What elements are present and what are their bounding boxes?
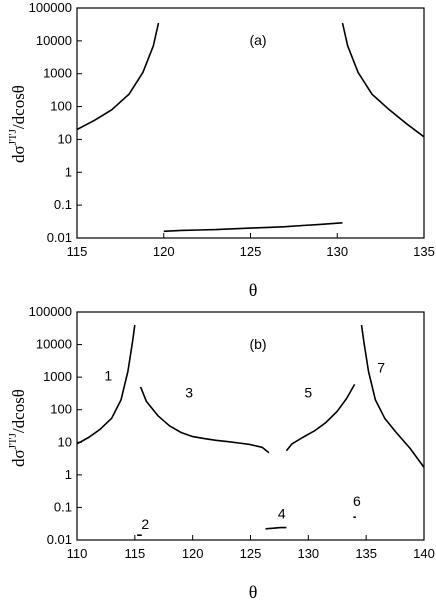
- y-tick-label: 100000: [29, 0, 72, 15]
- x-tick-label: 135: [413, 244, 435, 259]
- series-label-7: 7: [377, 359, 385, 375]
- series-line-1: [76, 22, 160, 131]
- series-label-2: 2: [141, 516, 149, 532]
- series-line-3: [139, 386, 270, 454]
- y-tick-label: 1000: [43, 369, 72, 384]
- x-tick-label: 130: [297, 546, 319, 561]
- x-tick-label: 120: [182, 546, 204, 561]
- y-tick-label: 100: [50, 99, 72, 114]
- series-label-3: 3: [185, 384, 193, 400]
- x-tick-label: 130: [326, 244, 348, 259]
- panel-a-label: (a): [249, 32, 266, 48]
- panel-a-xlabel: θ: [249, 280, 258, 300]
- y-tick-label: 10000: [36, 33, 72, 48]
- panel-a: (a) 100000 10000 1000 100 10 1 0.1 0.01 115 120 1…: [7, 0, 435, 300]
- y-tick-label: 1: [65, 467, 72, 482]
- y-tick-label: 100000: [29, 304, 72, 319]
- x-tick-label: 115: [67, 244, 88, 259]
- x-tick-label: 115: [124, 546, 145, 561]
- x-tick-label: 125: [240, 244, 262, 259]
- panel-b: (b) 100000 10000 1000 100 10 1 0.1 0.01 110 115 1…: [7, 304, 435, 602]
- x-tick-label: 120: [153, 244, 175, 259]
- y-tick-label: 1000: [43, 66, 72, 81]
- y-tick-label: 100: [50, 402, 72, 417]
- x-tick-label: 110: [67, 546, 88, 561]
- svg-text:dσJ'I'J/dcosθ: dσJ'I'J/dcosθ: [7, 389, 28, 467]
- y-tick-label: 1: [65, 164, 72, 179]
- panel-a-ylabel: dσJ'I'J/dcosθ: [7, 85, 28, 163]
- x-tick-label: 125: [240, 546, 262, 561]
- series-line-2: [341, 22, 425, 138]
- y-tick-label: 0.1: [54, 499, 72, 514]
- y-tick-label: 10000: [36, 337, 72, 352]
- series-label-5: 5: [304, 384, 312, 400]
- series-label-1: 1: [104, 367, 112, 383]
- series-line-3: [163, 222, 343, 233]
- series-label-6: 6: [353, 493, 361, 509]
- panel-b-ylabel: dσJ'I'J/dcosθ: [7, 389, 28, 467]
- y-tick-label: 0.01: [47, 532, 72, 547]
- y-tick-label: 0.1: [54, 197, 72, 212]
- series-line-4: [265, 526, 287, 530]
- series-line-1: [76, 324, 136, 445]
- series-label-4: 4: [278, 506, 286, 522]
- x-tick-label: 135: [355, 546, 377, 561]
- y-tick-label: 0.01: [47, 230, 72, 245]
- series-line-7: [360, 324, 425, 468]
- x-tick-label: 140: [413, 546, 435, 561]
- svg-text:dσJ'I'J/dcosθ: dσJ'I'J/dcosθ: [7, 85, 28, 163]
- panel-b-xlabel: θ: [249, 582, 258, 602]
- y-tick-label: 10: [58, 131, 72, 146]
- y-tick-label: 10: [58, 434, 72, 449]
- panel-b-label: (b): [249, 336, 266, 352]
- series-line-5: [285, 384, 356, 452]
